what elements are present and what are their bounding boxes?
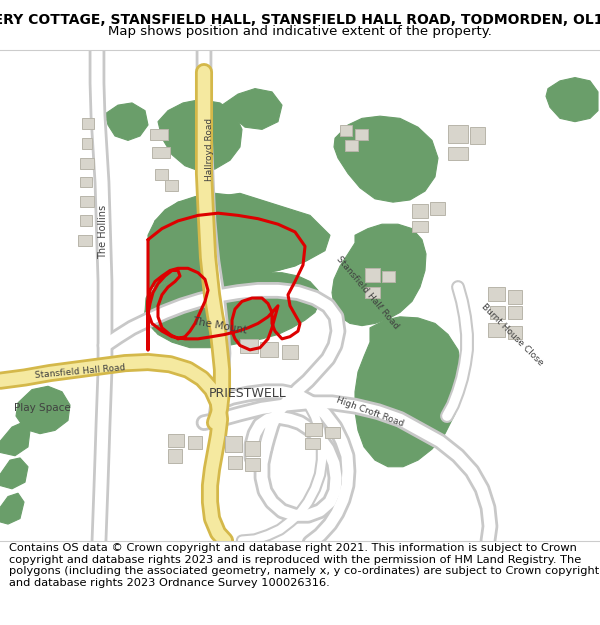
Polygon shape xyxy=(105,103,148,141)
Polygon shape xyxy=(158,99,242,171)
Polygon shape xyxy=(150,129,168,141)
Text: Hallroyd Road: Hallroyd Road xyxy=(205,118,215,181)
Text: Contains OS data © Crown copyright and database right 2021. This information is : Contains OS data © Crown copyright and d… xyxy=(9,543,599,588)
Text: Stansfield Hall Road: Stansfield Hall Road xyxy=(34,364,126,381)
Polygon shape xyxy=(448,125,468,142)
Polygon shape xyxy=(508,306,522,319)
Polygon shape xyxy=(412,204,428,217)
Text: The Hollins: The Hollins xyxy=(98,205,108,259)
Polygon shape xyxy=(145,193,330,348)
Polygon shape xyxy=(245,441,260,456)
Text: NURSERY COTTAGE, STANSFIELD HALL, STANSFIELD HALL ROAD, TODMORDEN, OL14 8BQ: NURSERY COTTAGE, STANSFIELD HALL, STANSF… xyxy=(0,12,600,26)
Text: The Mount: The Mount xyxy=(192,316,248,336)
Text: Map shows position and indicative extent of the property.: Map shows position and indicative extent… xyxy=(108,24,492,38)
Polygon shape xyxy=(448,147,468,160)
Polygon shape xyxy=(332,224,426,326)
Polygon shape xyxy=(228,456,242,469)
Polygon shape xyxy=(145,193,322,334)
Polygon shape xyxy=(412,221,428,232)
Polygon shape xyxy=(382,271,395,281)
Polygon shape xyxy=(82,118,94,129)
Polygon shape xyxy=(365,268,380,281)
Polygon shape xyxy=(488,287,505,301)
Polygon shape xyxy=(490,306,505,319)
Polygon shape xyxy=(188,436,202,449)
Polygon shape xyxy=(508,326,522,339)
Polygon shape xyxy=(334,116,438,202)
Text: High Croft Road: High Croft Road xyxy=(335,395,405,428)
Polygon shape xyxy=(355,129,368,141)
Polygon shape xyxy=(80,216,92,226)
Polygon shape xyxy=(305,422,322,436)
Polygon shape xyxy=(430,202,445,216)
Polygon shape xyxy=(260,342,278,356)
Polygon shape xyxy=(325,427,340,438)
Polygon shape xyxy=(225,436,242,452)
Polygon shape xyxy=(282,346,298,359)
Polygon shape xyxy=(345,141,358,151)
Polygon shape xyxy=(546,78,598,122)
Polygon shape xyxy=(0,422,30,456)
Text: Burnt House Close: Burnt House Close xyxy=(479,302,545,367)
Polygon shape xyxy=(365,287,380,298)
Polygon shape xyxy=(245,458,260,471)
Polygon shape xyxy=(470,127,485,144)
Polygon shape xyxy=(80,158,94,169)
Polygon shape xyxy=(355,317,462,467)
Polygon shape xyxy=(155,169,168,180)
Polygon shape xyxy=(222,89,282,129)
Polygon shape xyxy=(16,386,70,434)
Polygon shape xyxy=(0,493,24,524)
Polygon shape xyxy=(168,434,184,447)
Text: Play Space: Play Space xyxy=(14,403,70,413)
Polygon shape xyxy=(488,323,505,337)
Polygon shape xyxy=(168,449,182,464)
Polygon shape xyxy=(78,235,92,246)
Polygon shape xyxy=(80,177,92,187)
Polygon shape xyxy=(240,339,258,353)
Polygon shape xyxy=(0,458,28,489)
Polygon shape xyxy=(508,291,522,304)
Text: Stansfield Halℓ Road: Stansfield Halℓ Road xyxy=(335,254,401,331)
Text: PRIESTWELL: PRIESTWELL xyxy=(209,388,287,401)
Polygon shape xyxy=(340,125,352,136)
Polygon shape xyxy=(82,138,92,149)
Polygon shape xyxy=(305,438,320,449)
Polygon shape xyxy=(165,180,178,191)
Polygon shape xyxy=(152,147,170,158)
Polygon shape xyxy=(80,196,94,206)
